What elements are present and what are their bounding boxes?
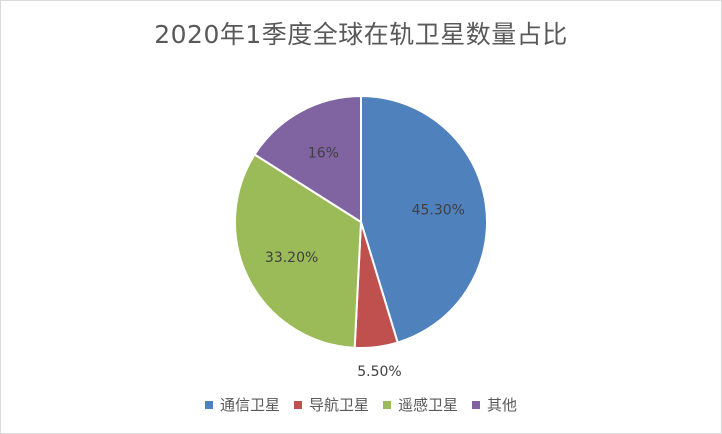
legend-swatch	[204, 400, 213, 409]
legend-swatch	[472, 400, 481, 409]
legend-item-2: 导航卫星	[293, 394, 369, 415]
legend-item-3: 遥感卫星	[383, 394, 458, 415]
chart-title: 2020年1季度全球在轨卫星数量占比	[154, 20, 568, 49]
data-label-2: 5.50%	[357, 364, 401, 380]
legend-label: 遥感卫星	[398, 396, 459, 414]
legend-item-4: 其他	[472, 394, 517, 415]
data-label-1: 45.30%	[412, 203, 465, 219]
legend-swatch	[383, 400, 391, 409]
data-label-4: 16%	[308, 146, 339, 162]
legend-label: 导航卫星	[308, 396, 369, 414]
pie-slice-1	[360, 94, 488, 344]
legend-swatch	[293, 400, 302, 409]
legend-label: 通信卫星	[219, 396, 280, 414]
chart-legend: 通信卫星 导航卫星 遥感卫星 其他	[1, 394, 721, 415]
pie-slice-4	[253, 94, 362, 224]
data-label-3: 33.20%	[265, 250, 318, 266]
legend-label: 其他	[487, 396, 518, 414]
legend-item-1: 通信卫星	[204, 394, 280, 415]
